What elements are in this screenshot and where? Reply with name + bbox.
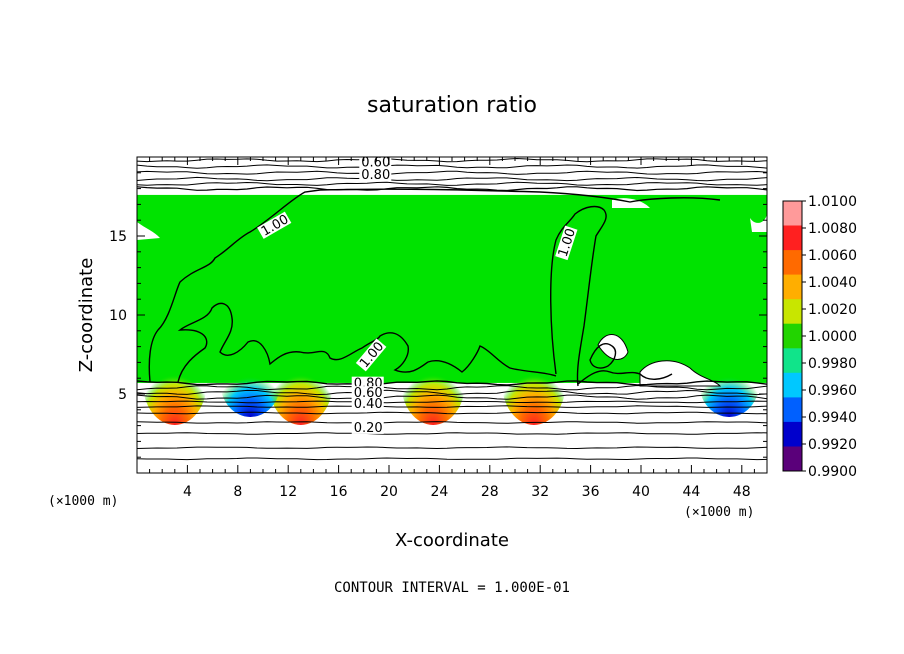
contour-line-boundary bbox=[137, 186, 767, 192]
contour-interval-note: CONTOUR INTERVAL = 1.000E-01 bbox=[334, 580, 570, 596]
x-tick-label: 36 bbox=[582, 484, 600, 500]
hotspot-2 bbox=[401, 340, 466, 425]
colorbar-swatch bbox=[783, 201, 802, 226]
contour-lines bbox=[137, 157, 767, 461]
contour-label-bg bbox=[257, 211, 292, 239]
x-tick-label: 16 bbox=[330, 484, 348, 500]
white-dry-patches bbox=[137, 198, 767, 387]
x-tick-label: 32 bbox=[531, 484, 549, 500]
colorbar-swatch bbox=[783, 421, 802, 447]
x-tick-label: 20 bbox=[380, 484, 398, 500]
x-tick-label: 24 bbox=[430, 484, 448, 500]
colorbar: 1.0100 1.0080 1.0060 1.0040 1.0020 1.0000 0.99… bbox=[782, 194, 857, 480]
plot-area: 0.600.801.001.001.000.800.600.400.20 bbox=[137, 155, 767, 473]
x-tick-label: 44 bbox=[682, 484, 700, 500]
y-axis: 5 10 15 bbox=[109, 172, 767, 458]
x-units-right: (×1000 m) bbox=[684, 505, 754, 520]
colorbar-swatch bbox=[783, 225, 802, 251]
contour-line-lower bbox=[137, 411, 767, 415]
colorbar-label: 0.9960 bbox=[808, 383, 857, 399]
x-tick-label: 4 bbox=[183, 484, 192, 500]
colorbar-swatch bbox=[783, 348, 802, 374]
contour-1.00 bbox=[148, 188, 721, 387]
colorbar-label: 1.0060 bbox=[808, 248, 857, 264]
contour-line-lower bbox=[137, 384, 767, 391]
chart-title: saturation ratio bbox=[367, 93, 537, 118]
colorbar-swatch bbox=[783, 250, 802, 276]
x-tick-label: 12 bbox=[279, 484, 297, 500]
colorbar-label: 1.0080 bbox=[808, 221, 857, 237]
contour-line-upper bbox=[137, 170, 767, 175]
contour-line-upper bbox=[137, 176, 767, 182]
contour-line-upper bbox=[137, 181, 767, 186]
colorbar-label: 0.9900 bbox=[808, 464, 857, 480]
contour-label: 0.80 bbox=[361, 168, 390, 183]
x-axis: 4 8 12 16 20 24 28 32 36 40 44 48 bbox=[149, 157, 755, 500]
contour-label-bg bbox=[351, 397, 384, 411]
x-tick-label: 40 bbox=[632, 484, 650, 500]
contour-line-lower bbox=[137, 394, 767, 400]
y-axis-label: Z-coordinate bbox=[76, 258, 97, 373]
x-axis-label: X-coordinate bbox=[395, 530, 509, 551]
contour-label-bg bbox=[359, 157, 392, 169]
contour-label: 0.40 bbox=[354, 397, 383, 412]
colorbar-label: 1.0100 bbox=[808, 194, 857, 210]
colorbar-label: 0.9940 bbox=[808, 410, 857, 426]
x-tick-label: 28 bbox=[481, 484, 499, 500]
contour-line-lower bbox=[137, 421, 767, 424]
colorbar-swatch bbox=[783, 397, 802, 423]
contour-line-upper bbox=[137, 157, 767, 163]
colorbar-swatch bbox=[783, 323, 802, 349]
colorbar-label: 1.0000 bbox=[808, 329, 857, 345]
contour-label-bg bbox=[555, 225, 578, 261]
hotspot-5 bbox=[699, 348, 760, 417]
colorbar-swatch bbox=[783, 446, 802, 472]
contour-label: 0.20 bbox=[354, 421, 383, 436]
colorbar-label: 0.9980 bbox=[808, 356, 857, 372]
x-tick-label: 48 bbox=[733, 484, 751, 500]
x-tick-label: 8 bbox=[233, 484, 242, 500]
contour-line-lower bbox=[137, 389, 767, 396]
contour-label-bg bbox=[351, 386, 384, 400]
contour-label-bg bbox=[359, 168, 392, 182]
contour-line-upper bbox=[137, 164, 767, 169]
contour-label-bg bbox=[355, 338, 387, 372]
contour-line-lower bbox=[137, 457, 767, 461]
contour-line-lower bbox=[137, 400, 767, 404]
contour-line-boundary bbox=[137, 380, 767, 386]
contour-line-lower bbox=[137, 405, 767, 408]
contour-line-lower bbox=[137, 446, 767, 450]
y-tick-label: 5 bbox=[118, 387, 127, 403]
hotspot-1 bbox=[268, 340, 333, 425]
colorbar-swatch bbox=[783, 372, 802, 398]
y-tick-label: 10 bbox=[109, 308, 127, 324]
colorbar-label: 1.0040 bbox=[808, 275, 857, 291]
colorbar-label: 0.9920 bbox=[808, 437, 857, 453]
y-tick-label: 15 bbox=[109, 229, 127, 245]
contour-line-lower bbox=[137, 432, 767, 435]
contour-label-bg bbox=[351, 420, 384, 434]
colorbar-label: 1.0020 bbox=[808, 302, 857, 318]
x-units-left: (×1000 m) bbox=[48, 494, 118, 509]
contour-label: 0.60 bbox=[361, 155, 390, 170]
colorbar-swatch bbox=[783, 299, 802, 325]
colorbar-swatch bbox=[783, 274, 802, 300]
